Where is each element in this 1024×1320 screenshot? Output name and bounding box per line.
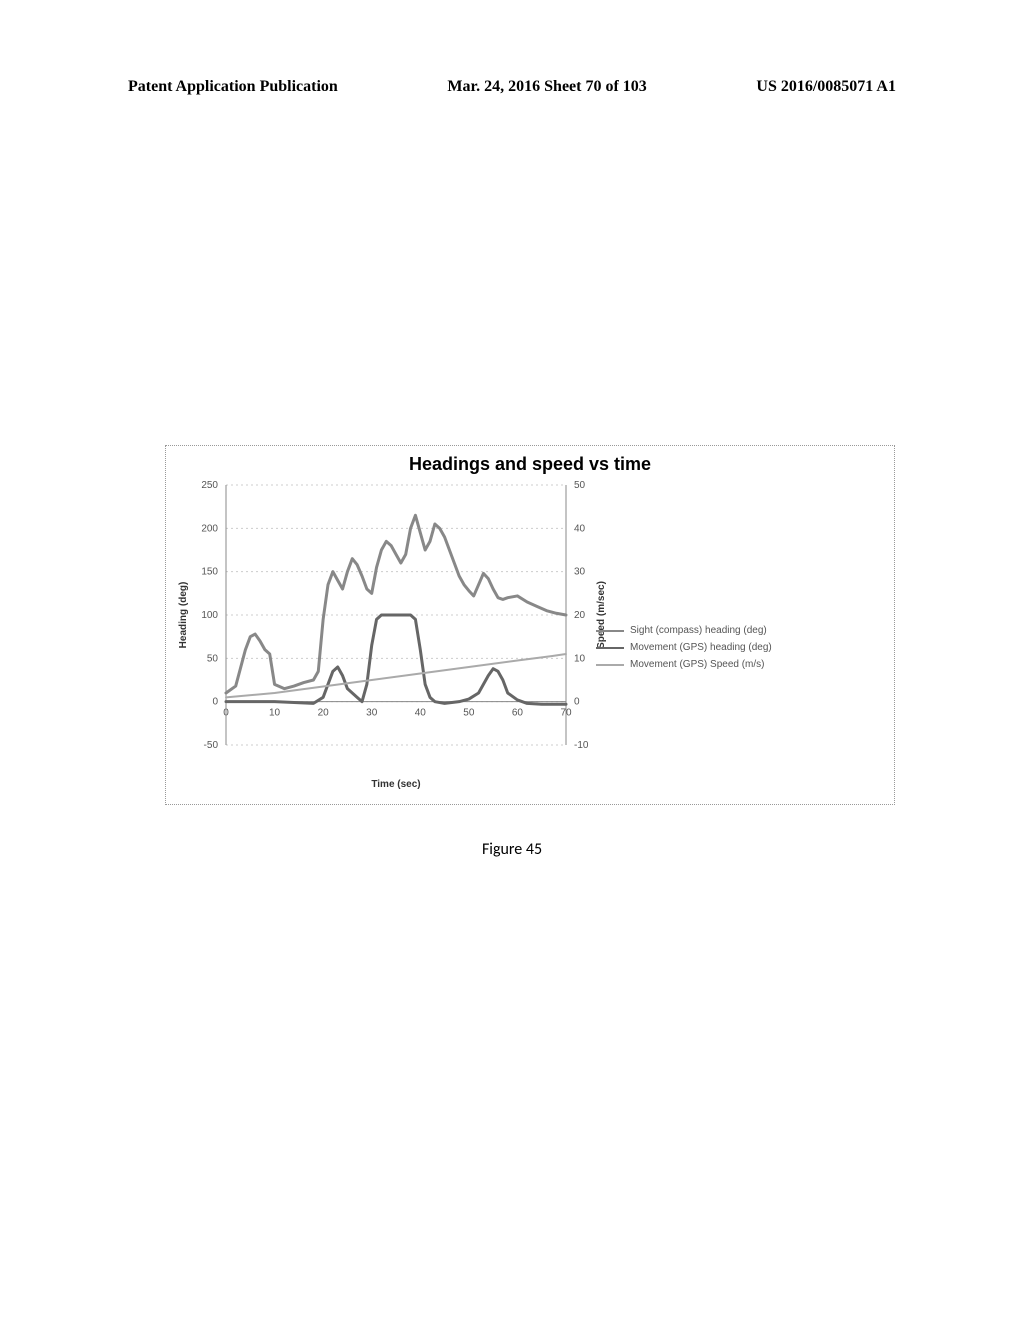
svg-text:40: 40: [415, 708, 427, 719]
svg-text:0: 0: [574, 697, 580, 708]
svg-text:200: 200: [201, 523, 218, 534]
legend-label: Movement (GPS) heading (deg): [630, 642, 772, 653]
svg-text:Heading (deg): Heading (deg): [178, 582, 189, 649]
legend-swatch: [596, 647, 624, 649]
svg-text:20: 20: [318, 708, 330, 719]
figure-caption: Figure 45: [0, 840, 1024, 859]
svg-text:Time (sec): Time (sec): [371, 779, 420, 790]
svg-text:150: 150: [201, 567, 218, 578]
svg-text:-50: -50: [204, 740, 219, 751]
header-left: Patent Application Publication: [128, 78, 338, 96]
svg-text:-10: -10: [574, 740, 589, 751]
legend-item: Movement (GPS) heading (deg): [596, 642, 772, 653]
legend-item: Movement (GPS) Speed (m/s): [596, 659, 772, 670]
chart-panel: Headings and speed vs time -500501001502…: [165, 445, 895, 805]
svg-text:50: 50: [574, 480, 586, 491]
svg-text:50: 50: [463, 708, 475, 719]
legend-swatch: [596, 630, 624, 632]
header-right: US 2016/0085071 A1: [756, 78, 896, 96]
legend-label: Movement (GPS) Speed (m/s): [630, 659, 764, 670]
legend-label: Sight (compass) heading (deg): [630, 625, 767, 636]
svg-text:0: 0: [212, 697, 218, 708]
svg-text:40: 40: [574, 523, 586, 534]
svg-text:20: 20: [574, 610, 586, 621]
header-center: Mar. 24, 2016 Sheet 70 of 103: [447, 78, 646, 96]
chart-legend: Sight (compass) heading (deg) Movement (G…: [596, 625, 772, 676]
svg-text:100: 100: [201, 610, 218, 621]
svg-text:10: 10: [574, 653, 586, 664]
svg-text:10: 10: [269, 708, 281, 719]
legend-item: Sight (compass) heading (deg): [596, 625, 772, 636]
svg-text:50: 50: [207, 653, 219, 664]
svg-text:30: 30: [574, 567, 586, 578]
chart-svg: -50050100150200250010203040506070-100102…: [166, 475, 896, 795]
chart-plot-area: -50050100150200250010203040506070-100102…: [166, 475, 894, 795]
legend-swatch: [596, 664, 624, 666]
svg-text:250: 250: [201, 480, 218, 491]
page-header: Patent Application Publication Mar. 24, …: [0, 78, 1024, 96]
svg-text:60: 60: [512, 708, 524, 719]
chart-title: Headings and speed vs time: [166, 446, 894, 475]
svg-text:30: 30: [366, 708, 378, 719]
